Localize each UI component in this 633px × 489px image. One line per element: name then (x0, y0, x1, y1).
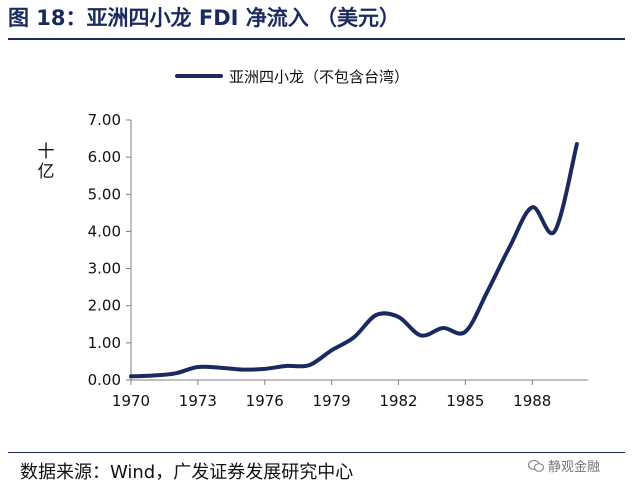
y-tick-label: 5.00 (88, 185, 121, 203)
y-tick-label: 7.00 (88, 111, 121, 129)
chart-axes (130, 120, 588, 381)
watermark: 静观金融 (528, 456, 600, 475)
source-note: 数据来源：Wind，广发证券发展研究中心 (20, 462, 354, 483)
title-divider (8, 38, 625, 40)
x-axis-ticks: 1970 1973 1976 1979 1982 1985 1988 (112, 380, 551, 410)
y-tick-label: 1.00 (88, 334, 121, 352)
x-tick-label: 1979 (313, 392, 351, 410)
x-tick-label: 1988 (513, 392, 551, 410)
x-tick-label: 1976 (246, 392, 284, 410)
x-tick-label: 1982 (379, 392, 417, 410)
y-tick-label: 0.00 (88, 371, 121, 389)
watermark-text: 静观金融 (548, 460, 601, 475)
legend-label: 亚洲四小龙（不包含台湾） (229, 67, 410, 86)
wechat-icon (528, 459, 544, 472)
chart-legend: 亚洲四小龙（不包含台湾） (175, 64, 409, 88)
footer-divider (8, 452, 625, 453)
series-line (129, 142, 579, 379)
y-tick-label: 3.00 (88, 260, 121, 278)
x-tick-label: 1973 (179, 392, 217, 410)
y-tick-label: 6.00 (88, 148, 121, 166)
x-tick-label: 1985 (446, 392, 484, 410)
y-tick-label: 4.00 (88, 222, 121, 240)
figure-title: 图 18：亚洲四小龙 FDI 净流入 （美元） (8, 6, 401, 30)
chart-series (129, 142, 579, 379)
y-tick-label: 2.00 (88, 297, 121, 315)
y-axis-ticks: 0.00 1.00 2.00 3.00 4.00 5.00 6.00 7.00 (88, 111, 131, 389)
y-axis-unit-label: 十亿 (37, 142, 55, 182)
x-tick-label: 1970 (112, 392, 150, 410)
legend-line-swatch (175, 74, 223, 78)
